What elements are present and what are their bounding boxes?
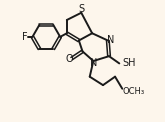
Text: N: N — [107, 36, 114, 46]
Text: SH: SH — [122, 58, 136, 68]
Text: N: N — [90, 58, 98, 68]
Text: OCH₃: OCH₃ — [123, 87, 145, 96]
Text: F: F — [22, 32, 28, 42]
Text: O: O — [65, 54, 73, 64]
Text: S: S — [79, 4, 85, 14]
